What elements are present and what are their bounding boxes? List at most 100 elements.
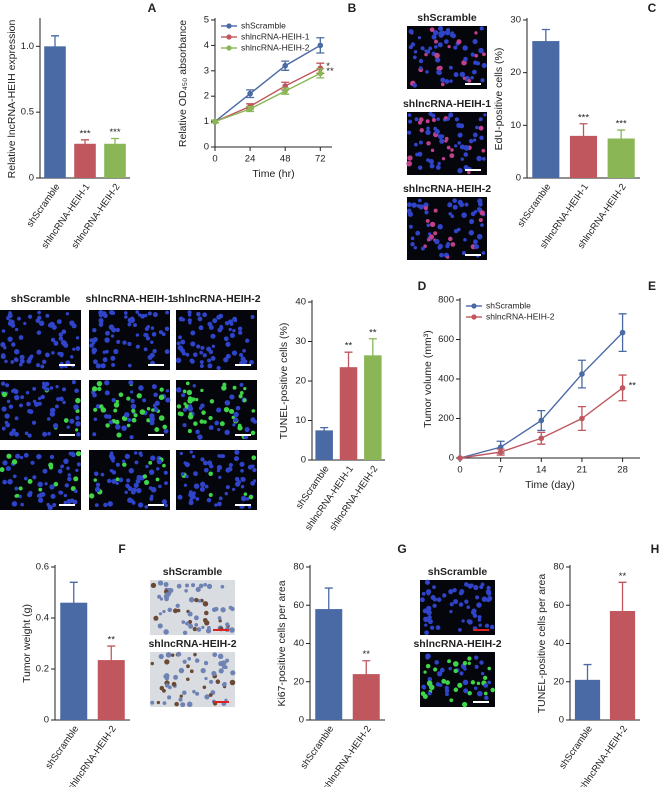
cell [9,319,15,325]
cell [204,676,208,681]
cell [407,130,412,135]
cell [75,408,80,414]
cell [105,330,110,336]
y-tick-label: 5 [204,15,209,26]
cell [486,598,491,603]
cell [420,46,425,51]
cell [200,667,206,674]
cell [182,407,187,412]
cell [235,405,241,411]
cell [103,414,109,419]
cell [229,394,235,400]
cell [448,589,454,595]
cell [203,582,208,587]
cell [472,132,478,138]
cell [198,325,204,331]
cell [135,310,140,314]
y-tick-label: 400 [438,374,454,385]
panel-letter: A [148,1,157,15]
cell [95,363,102,369]
error-bar [618,581,627,641]
point [579,415,585,422]
cell [479,584,484,590]
cell [94,503,99,508]
cell [432,603,437,608]
cell [167,695,172,700]
cell [127,486,133,492]
cell [199,364,204,368]
cell [61,329,67,335]
cell [406,160,413,167]
cell [193,653,197,657]
cell [92,432,97,437]
x-tick-label: 21 [577,465,588,476]
point [247,106,253,112]
cell [100,472,105,477]
cell [52,423,59,429]
cell [179,411,184,417]
cell [136,393,142,399]
cell [251,409,256,413]
cell [452,204,458,210]
cell [195,497,200,501]
point [317,70,324,77]
cell [18,335,24,340]
cell [228,319,233,325]
cell [48,462,54,468]
cell [145,336,151,341]
cell [73,404,79,410]
cell [162,463,166,468]
x-axis-label: Time (day) [525,479,575,491]
legend-marker [226,23,232,29]
cell [202,312,208,318]
image-label: shlncRNA-HEIH-2 [148,638,236,650]
cell [481,62,487,69]
cell [452,588,457,593]
cell [167,607,173,613]
legend-marker [471,314,477,320]
cell [182,690,187,696]
cell [114,424,121,430]
cell [220,607,226,613]
cell [193,471,198,477]
x-tick-label: shScramble [557,724,595,771]
cell [220,584,225,589]
cell [189,450,193,454]
cell [240,476,245,481]
cell [152,348,157,354]
cell [240,356,246,362]
cell [436,69,442,75]
cell [431,113,436,118]
cell [408,224,413,229]
cell [410,236,415,241]
cell [127,322,132,327]
cell [107,501,113,507]
cell [124,490,128,495]
image-label: shlncRNA-HEIH-2 [413,638,501,650]
image-label: shScramble [11,293,71,305]
cell [232,423,236,427]
cell [127,317,133,323]
cell [111,459,115,463]
cell [219,454,223,458]
cell [219,421,225,427]
cell [179,694,183,698]
image-label: shlncRNA-HEIH-2 [403,183,491,195]
cell [484,695,489,701]
y-tick-label: 20 [293,676,304,687]
cell [37,401,42,406]
cell [53,340,59,346]
cell [473,686,478,691]
significance: *** [616,119,627,130]
cell [11,501,18,507]
cell [133,413,138,418]
cell [165,310,169,315]
cell [104,380,110,386]
cell [49,386,54,390]
cell [11,342,16,347]
cell [209,464,214,469]
y-tick-label: 60 [553,600,564,611]
cell [427,615,432,620]
cell [71,452,76,458]
cell [487,680,492,685]
